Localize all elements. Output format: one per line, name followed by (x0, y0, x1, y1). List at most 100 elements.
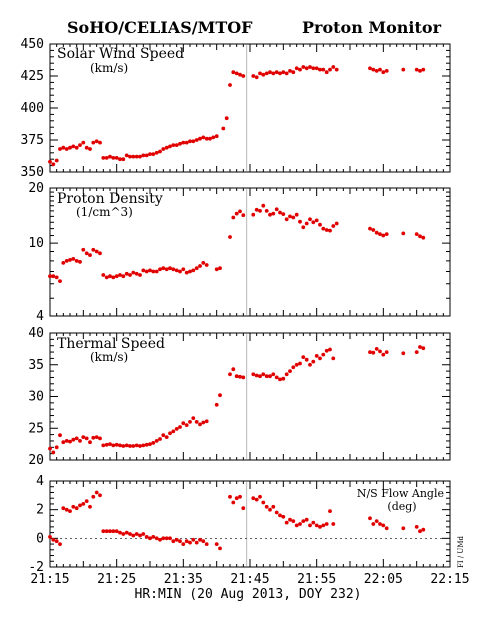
data-point (271, 504, 276, 509)
data-point (91, 247, 96, 252)
data-point (381, 70, 386, 75)
data-point (204, 136, 209, 141)
data-point (88, 147, 92, 151)
data-point (371, 228, 376, 232)
data-point (168, 144, 172, 149)
data-point (228, 83, 232, 87)
data-point (254, 75, 259, 80)
data-point (171, 429, 176, 434)
data-point (304, 357, 309, 362)
data-point (61, 440, 66, 445)
data-point (88, 440, 92, 445)
data-point (311, 520, 316, 525)
data-point (124, 530, 129, 535)
data-point (58, 279, 62, 283)
data-point (374, 347, 379, 351)
data-point (188, 269, 192, 274)
data-point (148, 442, 152, 446)
data-point (88, 253, 92, 257)
data-point (331, 224, 336, 228)
data-point (334, 221, 339, 226)
data-point (268, 374, 272, 379)
data-point (368, 350, 372, 354)
data-point (231, 215, 236, 220)
data-point (118, 530, 122, 535)
data-point (198, 537, 202, 542)
data-point (241, 74, 246, 78)
y-tick-label: 40 (28, 326, 44, 341)
data-point (68, 145, 72, 150)
data-point (261, 372, 266, 377)
data-point (421, 527, 426, 532)
data-point (104, 156, 109, 160)
y-tick-label: 0 (36, 531, 44, 546)
data-point (321, 67, 326, 72)
x-tick-label: 21:35 (164, 572, 203, 587)
data-point (298, 67, 302, 72)
data-point (154, 439, 159, 443)
data-point (381, 233, 386, 238)
data-point (288, 69, 292, 73)
y-tick-label: 2 (36, 503, 44, 518)
data-point (91, 494, 96, 499)
data-point (278, 513, 282, 518)
data-point (381, 352, 386, 357)
data-point (151, 441, 156, 445)
data-point (104, 275, 109, 280)
data-point (131, 533, 136, 538)
data-point (128, 532, 132, 536)
data-point (194, 540, 199, 545)
data-point (384, 526, 389, 531)
data-point (281, 376, 286, 381)
data-point (78, 260, 82, 264)
data-point (278, 377, 282, 382)
data-point (168, 266, 172, 271)
data-point (251, 496, 256, 501)
panel-thermal-speed-unit: (km/s) (90, 350, 128, 364)
data-point (418, 234, 422, 239)
data-point (118, 443, 122, 448)
data-point (78, 143, 82, 148)
data-point (68, 258, 72, 262)
y-tick-label: -2 (28, 560, 44, 575)
data-point (201, 261, 206, 265)
data-point (304, 517, 309, 522)
data-point (48, 535, 52, 539)
data-point (138, 154, 142, 159)
data-point (324, 348, 329, 353)
data-point (294, 212, 299, 217)
data-point (231, 70, 236, 75)
data-point (274, 70, 279, 75)
data-point (134, 443, 139, 448)
data-point (164, 145, 169, 150)
data-point (58, 542, 62, 546)
data-point (418, 69, 422, 73)
data-point (101, 273, 106, 277)
panel-solar-wind-speed-unit: (km/s) (90, 61, 128, 75)
data-point (194, 420, 199, 424)
data-point (214, 134, 219, 139)
data-point (264, 374, 269, 379)
data-point (64, 147, 69, 151)
data-point (141, 443, 146, 448)
data-point (141, 268, 146, 273)
data-point (74, 436, 79, 441)
data-point (188, 139, 192, 144)
data-point (214, 267, 219, 272)
data-point (378, 522, 382, 526)
data-point (194, 266, 199, 271)
data-point (181, 267, 186, 272)
data-point (221, 126, 226, 131)
data-point (384, 69, 389, 73)
data-point (218, 266, 222, 271)
data-point (414, 350, 419, 354)
data-point (54, 275, 59, 280)
data-point (191, 139, 196, 144)
data-point (164, 267, 169, 272)
data-point (71, 144, 76, 149)
data-point (104, 442, 109, 447)
data-point (68, 509, 72, 513)
x-axis-title: HR:MIN (20 Aug 2013, DOY 232) (135, 587, 362, 602)
panel-solar-wind-speed: Solar Wind Speed (km/s) 350 375 400 425 450 (21, 37, 451, 180)
data-point (318, 67, 322, 72)
